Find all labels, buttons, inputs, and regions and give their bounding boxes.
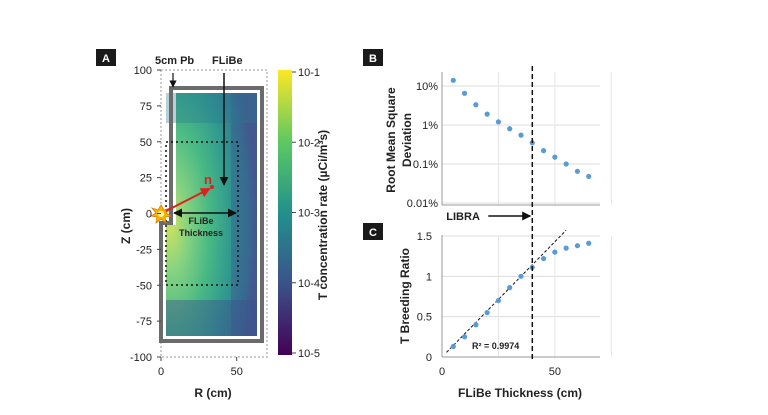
panel-b-point (450, 77, 456, 83)
panel-c-grid (442, 235, 612, 358)
neutron-label: n (204, 172, 212, 187)
heatmap-bottom-shade (166, 300, 257, 336)
neutron-arrow (165, 188, 211, 212)
panel-a-y-tick-label: 75 (140, 101, 152, 113)
panel-a-x-label: R (cm) (194, 386, 231, 400)
panel-c-point (563, 245, 569, 251)
panel-c-point (518, 273, 524, 279)
panel-c-point (586, 240, 592, 246)
panel-c-point (507, 285, 513, 291)
panel-b-point (461, 90, 468, 96)
panel-b-point (563, 161, 569, 167)
panel-b-points (450, 77, 592, 180)
panel-a-y-tick-label: -75 (136, 316, 152, 328)
panel-c-y-tick-label: 1.5 (417, 231, 432, 243)
panel-b-point (495, 119, 502, 125)
panel-b-y-label-line-1: Root Mean Square (384, 87, 398, 193)
colorbar-label: T concentration rate (µCi/m³s) (316, 130, 330, 300)
panel-b-y-label-line-2: Deviation (400, 113, 414, 167)
lead-shell (159, 86, 264, 343)
panel-a-frame (160, 69, 268, 358)
panel-a-y-tick-label: -25 (136, 244, 152, 256)
panel-b-label: B (369, 53, 377, 65)
panel-c-y-tick-label: 0 (426, 352, 432, 364)
panel-a-y-label: Z (cm) (119, 208, 133, 244)
libra-label: LIBRA (446, 211, 480, 223)
panel-a-y-tick-label: -50 (136, 280, 152, 292)
panel-b-y-tick-label: 0.01% (407, 198, 438, 210)
r-squared-label: R² = 0.9974 (472, 341, 519, 351)
panel-c-point (495, 297, 502, 304)
panel-c-x-label: FLiBe Thickness (cm) (458, 386, 582, 400)
flibe-region-outline (165, 141, 239, 286)
thickness-label-1: FLiBe (188, 216, 213, 226)
panel-c-x-tick-label: 50 (549, 366, 561, 378)
colorbar-tick-label: 10-5 (298, 348, 320, 360)
panel-b-point (473, 102, 479, 108)
colorbar-tick-label: 10-2 (298, 137, 320, 149)
panel-c-x-tick-label: 0 (439, 366, 445, 378)
panel-a-x-tick-label: 50 (231, 366, 243, 378)
panel-c-y-ticks: 0 0.5 1 1.5 (417, 231, 432, 364)
thickness-label-2: Thickness (179, 228, 223, 238)
neutron-dot (210, 185, 214, 189)
panel-c-y-label: T Breeding Ratio (398, 248, 412, 344)
panel-c-points (450, 240, 592, 350)
panel-b-point (540, 148, 547, 154)
colorbar-tick-label: 10-1 (298, 67, 320, 79)
panel-b-y-tick-label: 0.1% (413, 159, 438, 171)
panel-b-point (507, 126, 513, 132)
panel-b-grid (442, 72, 612, 205)
panel-a-y-ticks: 100 75 50 25 0 -25 -50 -75 -100 (130, 65, 161, 364)
flibe-label: FLiBe (212, 55, 243, 67)
panel-c-point (473, 322, 479, 328)
panel-a-label-bg (96, 49, 116, 66)
panel-b: B 10% 1% 0.1% 0.01% Root Mean Square Deviat… (363, 49, 612, 210)
panel-c-point (450, 343, 456, 350)
panel-c-point (484, 310, 490, 316)
panel-b-label-bg (363, 49, 383, 66)
panel-b-y-ticks: 10% 1% 0.1% 0.01% (407, 81, 438, 210)
panel-b-point (586, 173, 592, 180)
colorbar-tick-label: 10-3 (298, 208, 320, 220)
panel-a-y-tick-label: 25 (140, 173, 152, 185)
linear-fit-line (446, 229, 567, 353)
panel-a-label: A (102, 53, 110, 65)
panel-a-y-tick-label: 100 (134, 65, 152, 77)
panel-a: A 5cm Pb FLiBe n FLiBe Thickness 100 75 50… (96, 49, 330, 400)
heatmap-edge-shade (231, 93, 257, 336)
colorbar-ticks: 10-1 10-2 10-3 10-4 10-5 (292, 67, 320, 360)
panel-c-label: C (369, 227, 377, 239)
panel-c-point (574, 243, 581, 249)
panel-b-point (574, 168, 581, 174)
panel-c: C 0 0.5 1 1.5 0 50 R² = 0.9974 T Breeding Ra… (363, 223, 612, 400)
panel-c-label-bg (363, 223, 383, 240)
panel-c-point (540, 255, 547, 262)
panel-a-y-tick-label: -100 (130, 352, 152, 364)
pb-label: 5cm Pb (155, 55, 194, 67)
panel-a-x-tick-label: 0 (158, 366, 164, 378)
panel-b-y-tick-label: 1% (422, 120, 438, 132)
panel-b-point (484, 111, 490, 117)
panel-b-y-tick-label: 10% (416, 81, 438, 93)
colorbar-tick-label: 10-4 (298, 278, 320, 290)
panel-b-point (518, 132, 524, 138)
panel-b-point (552, 154, 558, 160)
panel-c-point (552, 249, 558, 255)
panel-c-x-ticks: 0 50 (439, 366, 561, 378)
panel-c-y-tick-label: 0.5 (417, 312, 432, 324)
heatmap-top-shade (166, 93, 257, 123)
panel-a-y-tick-label: 50 (140, 137, 152, 149)
panel-a-x-ticks: 0 50 (158, 357, 243, 378)
panel-c-y-tick-label: 1 (426, 271, 432, 283)
colorbar (278, 70, 292, 355)
panel-c-point (461, 334, 468, 340)
panel-a-y-tick-label: 0 (146, 209, 152, 221)
